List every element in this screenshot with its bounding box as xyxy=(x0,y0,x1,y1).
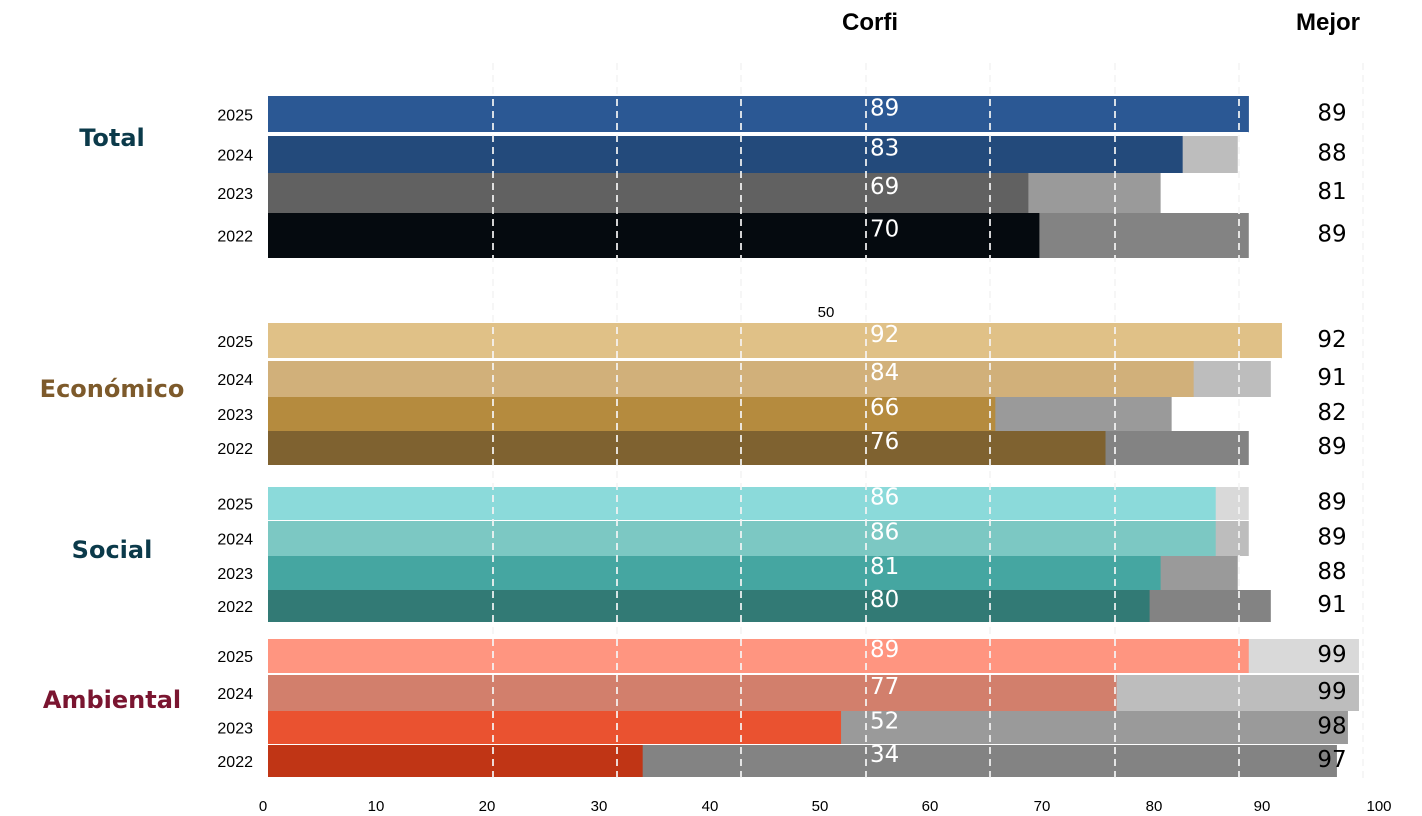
x-tick-label: 0 xyxy=(259,798,267,815)
corfi-value-label: 89 xyxy=(870,96,899,122)
corfi-bar xyxy=(268,96,1249,133)
corfi-bar xyxy=(268,711,842,744)
corfi-value-label: 81 xyxy=(870,554,899,580)
group-label-0: Total xyxy=(79,124,145,152)
mejor-value-label: 82 xyxy=(1317,400,1346,426)
corfi-bar xyxy=(268,431,1106,465)
mejor-value-label: 91 xyxy=(1317,365,1346,391)
corfi-value-label: 86 xyxy=(870,520,899,546)
corfi-value-label: 70 xyxy=(870,217,899,243)
mejor-value-label: 99 xyxy=(1317,679,1346,705)
x-tick-label: 20 xyxy=(479,798,496,815)
corfi-bar xyxy=(268,675,1117,711)
corfi-value-label: 92 xyxy=(870,322,899,348)
year-label: 2022 xyxy=(217,599,253,616)
year-label: 2023 xyxy=(217,407,253,424)
bars-layer xyxy=(268,96,1359,777)
mejor-value-label: 97 xyxy=(1317,747,1346,773)
corfi-bar xyxy=(268,556,1161,590)
corfi-bar xyxy=(268,323,1282,359)
x-tick-label: 30 xyxy=(591,798,608,815)
year-label: 2023 xyxy=(217,721,253,738)
corfi-value-label: 76 xyxy=(870,429,899,455)
mejor-value-label: 89 xyxy=(1317,222,1346,248)
group-label-1: Económico xyxy=(40,375,185,403)
mejor-value-label: 89 xyxy=(1317,101,1346,127)
corfi-value-label: 84 xyxy=(870,360,899,386)
group-label-2: Social xyxy=(72,536,153,564)
corfi-bar xyxy=(268,173,1029,213)
corfi-bar xyxy=(268,745,643,777)
year-label: 2023 xyxy=(217,566,253,583)
corfi-value-label: 80 xyxy=(870,587,899,613)
corfi-value-label: 34 xyxy=(870,742,899,768)
mejor-value-label: 89 xyxy=(1317,490,1346,516)
year-label: 2025 xyxy=(217,497,253,514)
corfi-value-label: 86 xyxy=(870,485,899,511)
corfi-value-label: 52 xyxy=(870,709,899,735)
year-label: 2022 xyxy=(217,229,253,246)
corfi-value-label: 77 xyxy=(870,674,899,700)
year-label: 2022 xyxy=(217,754,253,771)
corfi-column-header: Corfi xyxy=(842,9,898,36)
mejor-value-label: 99 xyxy=(1317,642,1346,668)
x-tick-label: 10 xyxy=(368,798,385,815)
corfi-bar xyxy=(268,487,1216,520)
group-label-3: Ambiental xyxy=(43,686,181,714)
stray-axis-label: 50 xyxy=(818,304,835,321)
mejor-value-label: 88 xyxy=(1317,141,1346,167)
corfi-bar xyxy=(268,397,996,431)
corfi-value-label: 83 xyxy=(870,136,899,162)
x-axis-ticks: 0 10 20 30 40 50 60 70 80 90 100 xyxy=(259,798,1392,815)
year-label: 2025 xyxy=(217,334,253,351)
corfi-bar xyxy=(268,213,1040,258)
corfi-value-label: 69 xyxy=(870,174,899,200)
year-label: 2024 xyxy=(217,372,253,389)
mejor-value-label: 98 xyxy=(1317,714,1346,740)
mejor-value-label: 92 xyxy=(1317,327,1346,353)
year-label: 2022 xyxy=(217,441,253,458)
corfi-value-label: 89 xyxy=(870,637,899,663)
year-label: 2024 xyxy=(217,148,253,165)
mejor-value-label: 88 xyxy=(1317,559,1346,585)
corfi-bar xyxy=(268,136,1183,173)
year-label: 2024 xyxy=(217,686,253,703)
x-tick-label: 80 xyxy=(1146,798,1163,815)
corfi-bar xyxy=(268,590,1150,622)
x-tick-label: 50 xyxy=(812,798,829,815)
mejor-value-label: 91 xyxy=(1317,592,1346,618)
year-label: 2025 xyxy=(217,649,253,666)
x-tick-label: 100 xyxy=(1366,798,1391,815)
year-label: 2024 xyxy=(217,532,253,549)
x-tick-label: 40 xyxy=(702,798,719,815)
x-tick-label: 90 xyxy=(1254,798,1271,815)
mejor-value-label: 81 xyxy=(1317,179,1346,205)
x-tick-label: 60 xyxy=(922,798,939,815)
x-tick-label: 70 xyxy=(1034,798,1051,815)
mejor-value-label: 89 xyxy=(1317,525,1346,551)
year-label: 2025 xyxy=(217,108,253,125)
corfi-bar xyxy=(268,361,1194,397)
labels-layer: Total 2025 89 89 2024 83 88 2023 69 81 2022 70 89 Eco… xyxy=(40,96,1347,774)
corfi-value-label: 66 xyxy=(870,395,899,421)
mejor-column-header: Mejor xyxy=(1296,9,1360,36)
corfi-bar xyxy=(268,639,1249,673)
corfi-bar xyxy=(268,521,1216,556)
year-label: 2023 xyxy=(217,186,253,203)
mejor-value-label: 89 xyxy=(1317,434,1346,460)
